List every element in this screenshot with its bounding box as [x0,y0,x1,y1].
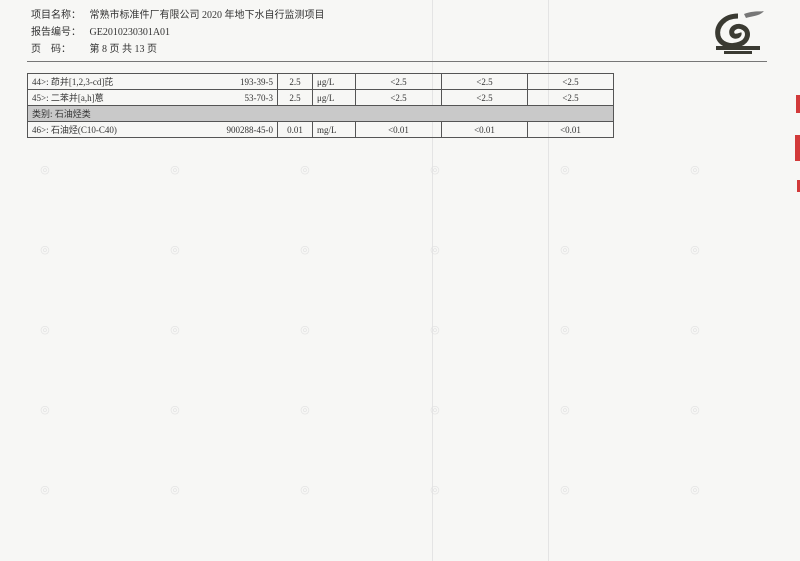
watermark-icon: ◎ [687,402,703,418]
result-3: <2.5 [527,89,614,106]
watermark-icon: ◎ [37,322,53,338]
report-label: 报告编号： [31,27,81,38]
page-number: 页 码： 第 8 页 共 13 页 [31,44,157,56]
watermark-icon: ◎ [37,162,53,178]
watermark-icon: ◎ [427,402,443,418]
table-row: 44>: 茚并[1,2,3-cd]芘 193-39-5 2.5 μg/L <2.5 <2.… [27,73,614,90]
watermark-icon: ◎ [167,242,183,258]
watermark-icon: ◎ [167,322,183,338]
watermark-icon: ◎ [557,482,573,498]
unit: μg/L [312,89,356,106]
watermark-icon: ◎ [427,322,443,338]
watermark-icon: ◎ [427,482,443,498]
watermark-icon: ◎ [427,162,443,178]
red-stamp-edge [795,95,800,192]
report-number: 报告编号： GE2010230301A01 [31,27,170,39]
page-value: 第 8 页 共 13 页 [89,44,158,55]
scan-fold-line [432,0,433,561]
watermark-icon: ◎ [167,162,183,178]
watermark-icon: ◎ [687,482,703,498]
analyte-name: 44>: 茚并[1,2,3-cd]芘 [27,73,156,90]
result-1: <2.5 [355,89,442,106]
watermark-icon: ◎ [427,242,443,258]
result-1: <0.01 [355,121,442,138]
watermark-icon: ◎ [297,162,313,178]
result-2: <0.01 [441,121,528,138]
report-value: GE2010230301A01 [89,27,171,38]
watermark-icon: ◎ [557,402,573,418]
result-2: <2.5 [441,73,528,90]
scan-fold-line [548,0,549,561]
table-row: 45>: 二苯并[a,h]蒽 53-70-3 2.5 μg/L <2.5 <2.5 <2.5 [27,89,614,106]
header-divider [27,61,767,62]
result-1: <2.5 [355,73,442,90]
detection-limit: 2.5 [277,89,313,106]
watermark-icon: ◎ [687,162,703,178]
watermark-icon: ◎ [37,482,53,498]
result-3: <0.01 [527,121,614,138]
unit: μg/L [312,73,356,90]
watermark-icon: ◎ [297,242,313,258]
watermark-icon: ◎ [297,402,313,418]
category-label: 类别: 石油烃类 [27,105,614,122]
results-table: 44>: 茚并[1,2,3-cd]芘 193-39-5 2.5 μg/L <2.5 <2.… [27,73,614,138]
detection-limit: 2.5 [277,73,313,90]
watermark-icon: ◎ [37,242,53,258]
cas-number: 193-39-5 [156,73,278,90]
watermark-icon: ◎ [687,242,703,258]
watermark-icon: ◎ [557,322,573,338]
cas-number: 53-70-3 [156,89,278,106]
result-2: <2.5 [441,89,528,106]
watermark-icon: ◎ [297,322,313,338]
result-3: <2.5 [527,73,614,90]
company-logo [715,11,764,54]
project-name: 项目名称： 常熟市标准件厂有限公司 2020 年地下水自行监测项目 [31,10,325,22]
project-label: 项目名称： [31,10,81,21]
project-value: 常熟市标准件厂有限公司 2020 年地下水自行监测项目 [89,10,325,21]
watermark-icon: ◎ [37,402,53,418]
analyte-name: 46>: 石油烃(C10-C40) [27,121,156,138]
watermark-icon: ◎ [557,162,573,178]
watermark-icon: ◎ [167,482,183,498]
unit: mg/L [312,121,356,138]
table-row: 46>: 石油烃(C10-C40) 900288-45-0 0.01 mg/L <0.0… [27,121,614,138]
analyte-name: 45>: 二苯并[a,h]蒽 [27,89,156,106]
detection-limit: 0.01 [277,121,313,138]
watermark-icon: ◎ [297,482,313,498]
category-row: 类别: 石油烃类 [27,105,614,122]
page-label: 页 码： [31,44,71,55]
watermark-icon: ◎ [557,242,573,258]
watermark-icon: ◎ [687,322,703,338]
cas-number: 900288-45-0 [156,121,278,138]
watermark-icon: ◎ [167,402,183,418]
